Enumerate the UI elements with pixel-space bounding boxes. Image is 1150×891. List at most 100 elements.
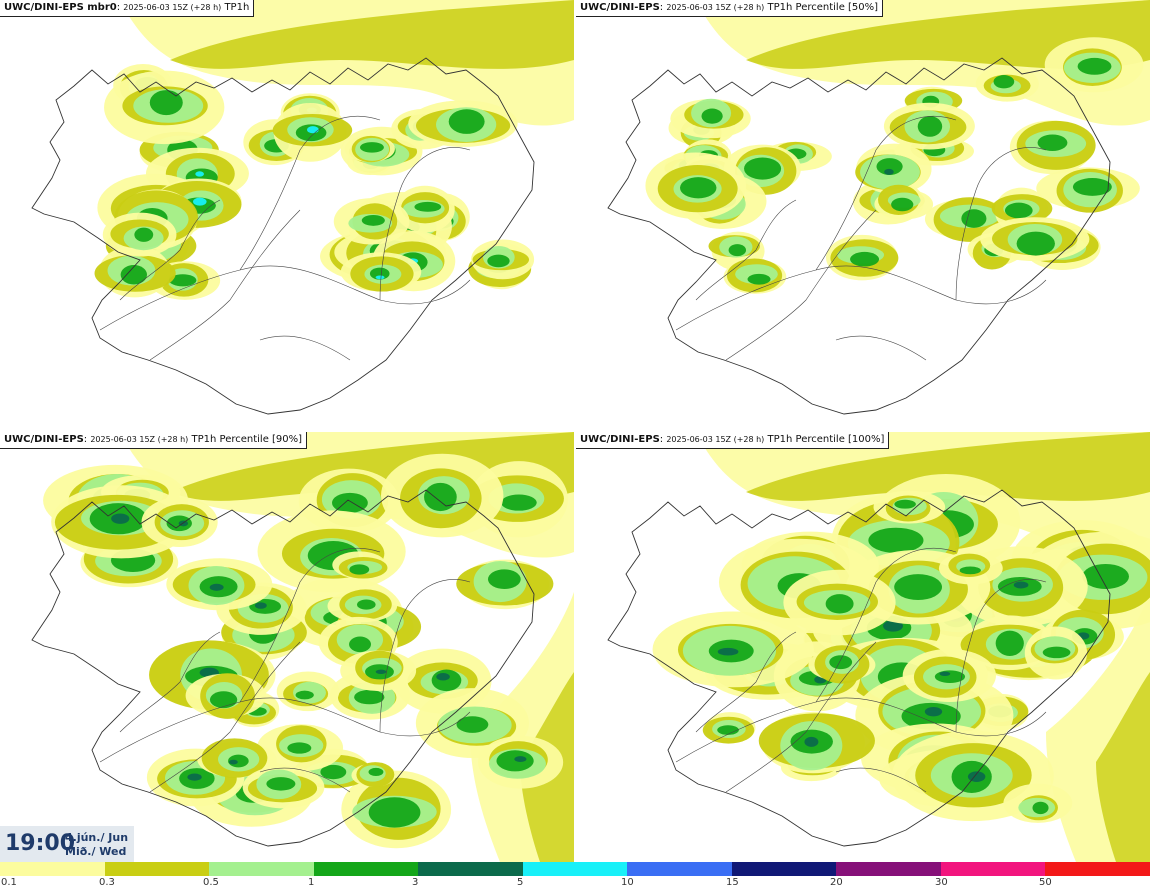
colorbar-tick-label: 0.3 xyxy=(99,877,115,888)
precip-contour xyxy=(357,599,376,610)
precip-contour xyxy=(320,764,347,780)
precip-contour xyxy=(431,669,462,692)
precip-contour xyxy=(354,689,385,705)
colorbar-tick-label: 0.5 xyxy=(203,877,219,888)
precip-contour xyxy=(369,267,390,280)
precip-contour xyxy=(287,742,312,754)
precip-contour xyxy=(959,566,981,575)
precip-band-north-heavier xyxy=(170,0,574,69)
precip-contour xyxy=(349,564,370,575)
precip-contour xyxy=(229,759,238,765)
precip-contour xyxy=(939,671,951,677)
valid-date-line1: 4.jún./ Jun xyxy=(65,831,129,844)
precip-contour xyxy=(744,157,782,180)
precip-contour xyxy=(448,109,485,134)
precip-contour xyxy=(368,797,421,828)
precip-contour xyxy=(414,201,442,212)
precip-contour xyxy=(295,690,314,700)
precip-contour xyxy=(717,725,739,735)
precipitation-map xyxy=(31,0,574,415)
valid-date-line2: Mið./ Wed xyxy=(65,845,127,858)
precip-contour xyxy=(187,773,202,781)
road-line xyxy=(239,548,381,703)
road-line xyxy=(815,116,957,271)
precip-contour xyxy=(680,177,717,199)
precip-contour xyxy=(884,168,894,175)
precip-contour xyxy=(993,75,1015,89)
precip-contour xyxy=(436,673,450,681)
map-panel-member0: UWC/DINI-EPS mbr0: 2025-06-03 15Z (+28 h… xyxy=(0,0,574,430)
precip-band-east-heavier xyxy=(1096,672,1150,862)
road-line xyxy=(119,631,221,733)
road-line xyxy=(379,147,471,301)
valid-date: 4.jún./ Jun Mið./ Wed xyxy=(65,831,128,859)
road-line xyxy=(695,631,797,733)
map-panel-percentile-50: UWC/DINI-EPS: 2025-06-03 15Z (+28 h) TP1… xyxy=(576,0,1150,430)
coastline xyxy=(607,489,1111,847)
road-line xyxy=(675,265,1047,331)
precip-contour xyxy=(375,669,387,675)
road-line xyxy=(99,697,471,763)
precip-contour xyxy=(193,197,207,206)
precip-contour xyxy=(1072,178,1112,196)
precip-contour xyxy=(894,499,916,509)
precip-contour xyxy=(995,630,1024,656)
precip-contour xyxy=(332,492,368,513)
panel-title: UWC/DINI-EPS: 2025-06-03 15Z (+28 h) TP1… xyxy=(0,432,308,449)
precip-contour xyxy=(368,767,384,777)
precip-contour xyxy=(111,513,130,524)
precip-contour xyxy=(254,602,267,609)
precip-contour xyxy=(891,197,914,212)
map-panel-percentile-90: UWC/DINI-EPS: 2025-06-03 15Z (+28 h) TP1… xyxy=(0,432,574,862)
colorbar-segment xyxy=(209,862,314,876)
colorbar-segment xyxy=(418,862,523,876)
precip-contour xyxy=(1032,801,1049,815)
colorbar-tick-label: 20 xyxy=(830,877,843,888)
precip-contour xyxy=(1082,563,1129,589)
valid-hour: 19:00 xyxy=(5,831,76,856)
colorbar-segment xyxy=(313,862,419,876)
valid-time-box: 19:00 4.jún./ Jun Mið./ Wed xyxy=(0,826,134,862)
precip-contour xyxy=(514,756,527,762)
map-panel-percentile-100: UWC/DINI-EPS: 2025-06-03 15Z (+28 h) TP1… xyxy=(576,432,1150,862)
colorbar-tick-label: 0.1 xyxy=(1,877,17,888)
road-line xyxy=(149,209,301,361)
colorbar-tick-label: 50 xyxy=(1039,877,1052,888)
precip-contour xyxy=(361,214,385,226)
precipitation-colorbar xyxy=(0,862,1150,876)
colorbar-tick-label: 5 xyxy=(517,877,524,888)
precip-contour xyxy=(728,244,747,257)
colorbar-segment xyxy=(940,862,1046,876)
road-line xyxy=(259,335,351,361)
road-line xyxy=(835,767,927,793)
precip-contour xyxy=(717,647,739,656)
precip-contour xyxy=(120,264,147,285)
precip-band-north-heavier xyxy=(746,432,1150,501)
road-line xyxy=(725,209,877,361)
precip-contour xyxy=(868,527,924,553)
precip-contour xyxy=(967,771,986,782)
colorbar-segment xyxy=(104,862,210,876)
road-line xyxy=(815,548,957,703)
precip-contour xyxy=(424,482,457,512)
precip-contour xyxy=(349,636,371,653)
road-line xyxy=(835,335,927,361)
precip-contour xyxy=(961,209,987,228)
precip-contour xyxy=(894,574,942,600)
panel-title: UWC/DINI-EPS: 2025-06-03 15Z (+28 h) TP1… xyxy=(576,0,884,17)
precip-contour xyxy=(360,142,384,153)
precip-contour xyxy=(375,275,385,280)
precip-contour xyxy=(209,583,224,591)
precip-contour xyxy=(134,227,154,242)
colorbar-tick-label: 30 xyxy=(935,877,948,888)
precip-contour xyxy=(195,171,204,177)
precip-contour xyxy=(266,777,296,791)
precip-contour xyxy=(209,691,238,709)
coastline xyxy=(607,57,1111,415)
precip-band-north-heavier xyxy=(746,0,1150,69)
colorbar-tick-label: 10 xyxy=(621,877,634,888)
precip-contour xyxy=(496,750,534,772)
colorbar-segment xyxy=(627,862,732,876)
road-line xyxy=(149,641,301,793)
precip-contour xyxy=(701,108,723,124)
